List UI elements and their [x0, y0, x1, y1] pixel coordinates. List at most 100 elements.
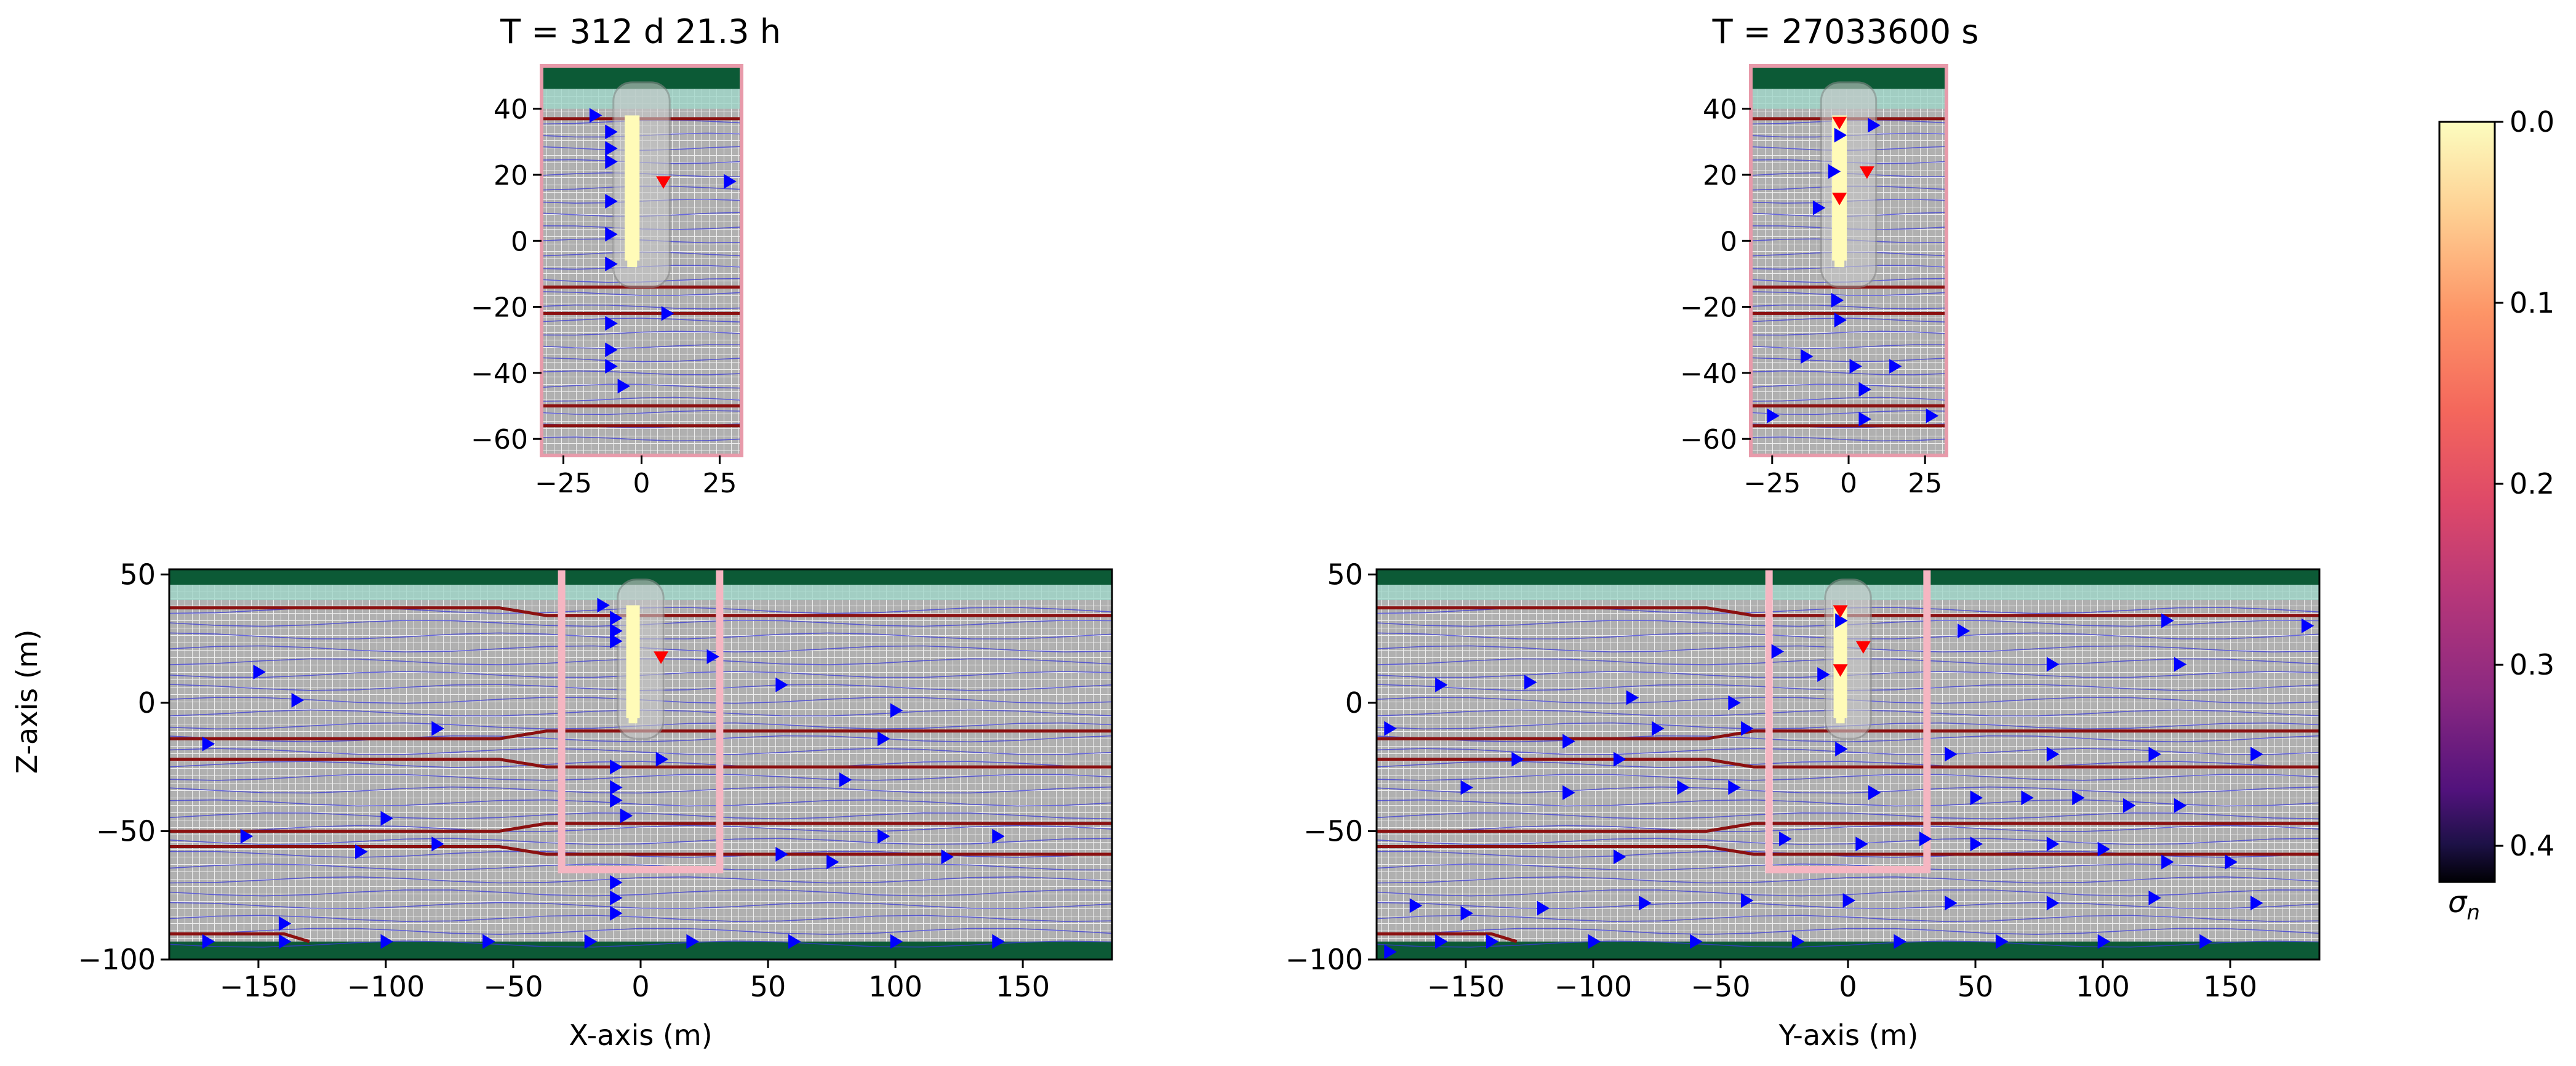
- flow-arrow: [431, 836, 444, 852]
- colorbar-tick-label: 0.2: [2510, 467, 2554, 500]
- flow-arrow: [2301, 618, 2314, 633]
- y-tick-label: −20: [471, 292, 528, 324]
- flow-arrow: [605, 141, 618, 156]
- streamline: [541, 304, 742, 310]
- flow-arrow: [1834, 127, 1847, 143]
- flow-arrow: [1562, 785, 1575, 800]
- flow-arrow: [1834, 313, 1847, 328]
- flow-arrow: [661, 306, 674, 321]
- streamline: [541, 357, 742, 363]
- streamline: [169, 812, 1113, 820]
- flow-arrow: [826, 854, 839, 870]
- flow-arrow: [2046, 747, 2060, 762]
- x-tick-label: 0: [1840, 468, 1857, 499]
- flow-arrow: [1588, 934, 1601, 949]
- flow-arrow: [1384, 721, 1397, 736]
- streamline: [1376, 761, 2320, 768]
- y-tick-label: −40: [1680, 358, 1737, 390]
- y-tick-label: 20: [1703, 160, 1737, 191]
- flow-arrow: [605, 226, 618, 242]
- streamline: [1750, 344, 1947, 350]
- flow-arrow: [610, 905, 623, 921]
- flow-arrow-red: [1855, 641, 1871, 654]
- layer-boundary: [1377, 758, 2319, 769]
- flow-arrow: [724, 174, 737, 189]
- flow-arrow: [2097, 841, 2111, 857]
- flow-arrow-red: [1832, 116, 1847, 130]
- ylabel-left: Z-axis (m): [10, 630, 44, 774]
- flow-arrow: [2097, 934, 2111, 949]
- x-tick-label: −25: [1743, 468, 1801, 499]
- inset-plot-left: −25 0 25 40 20 0 −20 −40 −60: [471, 64, 743, 499]
- y-tick-label: −100: [1286, 943, 1363, 976]
- flow-arrow: [1639, 896, 1652, 911]
- x-tick-label: 50: [1958, 970, 1994, 1003]
- streamline: [1750, 396, 1947, 402]
- streamline: [1376, 748, 2320, 755]
- flow-arrow: [1613, 849, 1626, 865]
- flow-arrow: [1812, 200, 1826, 215]
- flow-arrow: [202, 934, 215, 949]
- streamline: [169, 748, 1113, 755]
- streamline: [1376, 838, 2320, 845]
- flow-arrow: [1626, 690, 1639, 705]
- streamline: [1750, 410, 1947, 415]
- streamline: [1376, 799, 2320, 807]
- flow-arrow: [1677, 780, 1690, 795]
- flow-arrow: [2225, 854, 2238, 870]
- flow-arrow: [1835, 613, 1848, 628]
- flow-arrow: [605, 124, 618, 140]
- x-tick-label: −150: [220, 970, 297, 1003]
- layer-boundary: [1377, 729, 2319, 740]
- y-tick-label: 20: [494, 160, 528, 191]
- xlabel-right: Y-axis (m): [1778, 1019, 1919, 1052]
- flow-arrow: [2199, 934, 2212, 949]
- streamline: [169, 825, 1113, 832]
- streamline: [169, 940, 1113, 948]
- flow-arrow: [605, 342, 618, 358]
- x-tick-label: 150: [996, 970, 1050, 1003]
- flow-arrow: [992, 934, 1005, 949]
- streamline: [1750, 291, 1947, 296]
- layer-boundary: [169, 822, 1112, 833]
- streamline: [169, 864, 1113, 871]
- flow-arrow: [380, 934, 393, 949]
- flow-arrow: [278, 934, 292, 949]
- x-tick-label: 25: [702, 468, 737, 499]
- flow-arrow: [1919, 831, 1932, 846]
- flow-arrow: [610, 623, 623, 639]
- flow-arrow: [605, 359, 618, 374]
- streamline: [169, 915, 1113, 922]
- colorbar: 0.0 0.1 0.2 0.3 0.4 σn: [2438, 105, 2554, 925]
- colorbar-gradient: [2438, 121, 2496, 883]
- streamline: [1376, 774, 2320, 781]
- x-tick-label: 0: [1839, 970, 1857, 1003]
- streamline: [541, 331, 742, 336]
- flow-arrow: [202, 736, 215, 751]
- flow-arrow: [1831, 292, 1844, 308]
- flow-arrow: [839, 772, 852, 788]
- flow-arrow: [2046, 896, 2060, 911]
- layer-boundary: [1377, 822, 2319, 833]
- inset-window-outline: [1765, 569, 1931, 874]
- flow-arrow: [1957, 623, 1970, 639]
- y-tick-label: −20: [1680, 292, 1737, 324]
- base-layer: [169, 941, 1112, 960]
- flow-arrow: [1486, 934, 1499, 949]
- flow-arrow: [605, 154, 618, 169]
- x-tick-label: −50: [483, 970, 543, 1003]
- streamline: [1750, 357, 1947, 363]
- base-layer: [1377, 941, 2319, 960]
- y-tick-label: 0: [138, 686, 156, 719]
- flow-arrow: [890, 934, 903, 949]
- flow-arrow: [610, 633, 623, 649]
- streamline: [1750, 331, 1947, 336]
- flow-arrow: [1779, 831, 1792, 846]
- flow-arrow: [605, 316, 618, 331]
- colorbar-tick-label: 0.3: [2510, 648, 2554, 681]
- streamline: [1750, 383, 1947, 389]
- flow-arrow: [1537, 900, 1550, 916]
- flow-arrow: [1728, 695, 1741, 710]
- flow-arrow: [2161, 854, 2174, 870]
- flow-arrow: [1460, 780, 1473, 795]
